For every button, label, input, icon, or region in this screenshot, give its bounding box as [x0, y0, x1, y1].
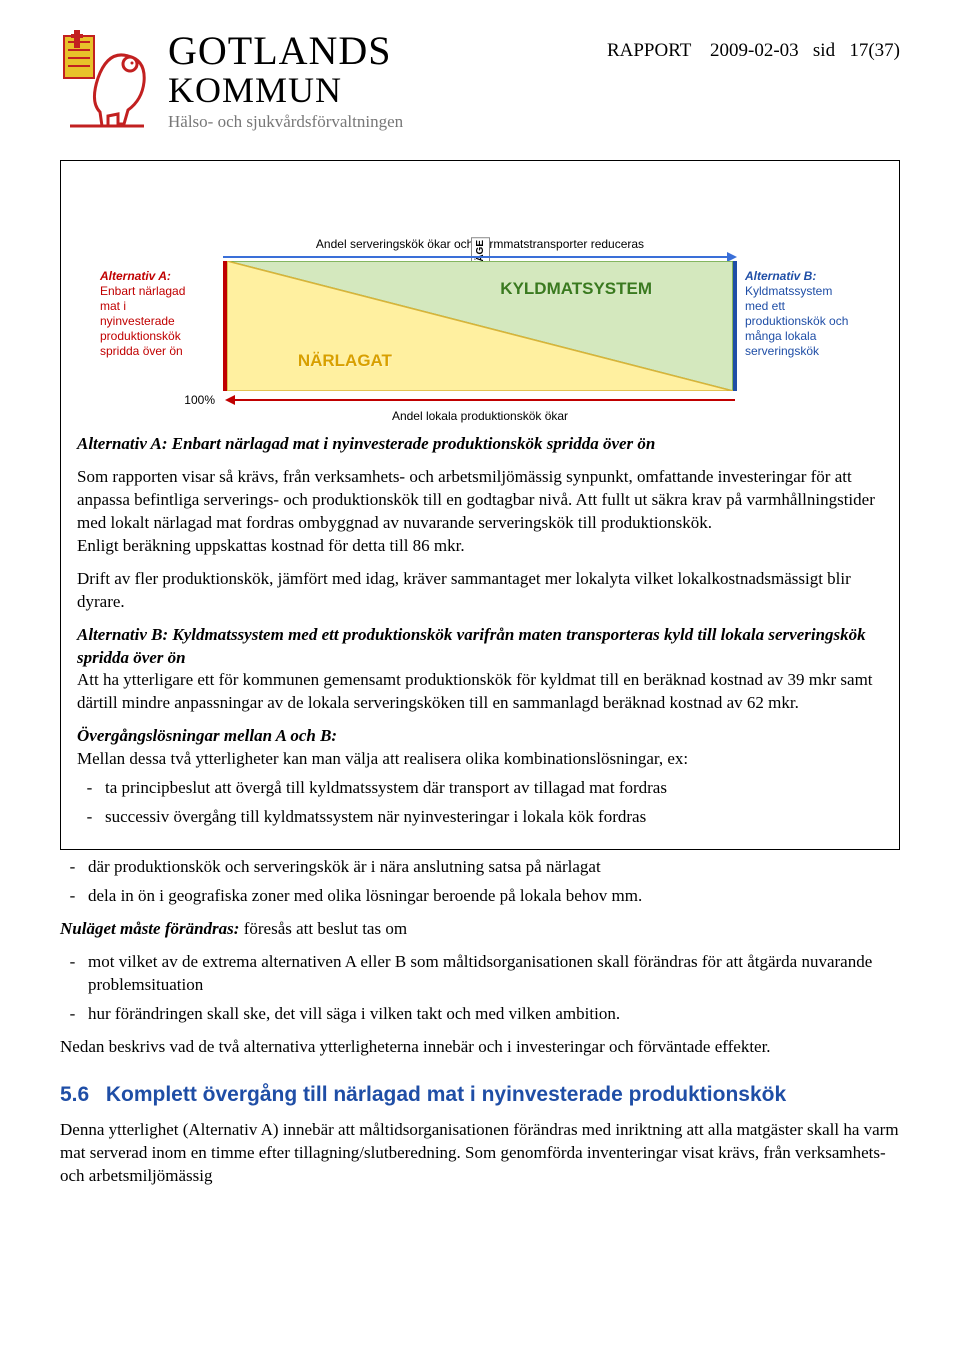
label-narlagat: NÄRLAGAT [298, 351, 392, 371]
paragraph: Enligt beräkning uppskattas kostnad för … [77, 536, 465, 555]
bullet-list: ta principbeslut att övergå till kyldmat… [77, 777, 883, 829]
paragraph: Drift av fler produktionskök, jämfört me… [77, 568, 883, 614]
paragraph: föresås att beslut tas om [239, 919, 407, 938]
pct-100: 100% [100, 393, 215, 407]
section-number: 5.6 [60, 1081, 100, 1109]
paragraph: Att ha ytterligare ett för kommunen geme… [77, 670, 873, 712]
triangle-chart: KYLDMATSYSTEM NÄRLAGAT [223, 261, 737, 391]
paragraph: Som rapporten visar så krävs, från verks… [77, 467, 875, 532]
body-outside: där produktionskök och serveringskök är … [60, 856, 900, 1188]
diagram-below: 100% [100, 393, 860, 407]
list-item: där produktionskök och serveringskök är … [88, 856, 900, 879]
paragraph: Mellan dessa två ytterligheter kan man v… [77, 749, 688, 768]
department-label: Hälso- och sjukvårdsförvaltningen [168, 112, 589, 132]
caption-bottom: Andel lokala produktionskök ökar [215, 409, 745, 423]
alt-a-label: Alternativ A: Enbart närlagad mat i nyin… [100, 269, 215, 359]
section-heading: 5.6 Komplett övergång till närlagad mat … [60, 1081, 900, 1109]
list-item: dela in ön i geografiska zoner med olika… [88, 885, 900, 908]
document-meta: RAPPORT 2009-02-03 sid 17(37) [607, 40, 900, 62]
label-kyldmat: KYLDMATSYSTEM [500, 279, 652, 299]
transition-heading: Övergångslösningar mellan A och B: [77, 726, 337, 745]
header: GOTLANDS KOMMUN Hälso- och sjukvårdsförv… [60, 30, 900, 132]
list-item: ta principbeslut att övergå till kyldmat… [105, 777, 883, 800]
nulage-heading: Nuläget måste förändras: [60, 919, 239, 938]
framed-section: NULÄGE Alternativ A: Enbart närlagad mat… [60, 160, 900, 850]
alt-b-label: Alternativ B: Kyldmatssystem med ett pro… [745, 269, 860, 359]
logo [60, 30, 150, 130]
diagram: NULÄGE Alternativ A: Enbart närlagad mat… [100, 237, 860, 423]
bullet-list: där produktionskök och serveringskök är … [60, 856, 900, 908]
list-item: hur förändringen skall ske, det vill säg… [88, 1003, 900, 1026]
page: GOTLANDS KOMMUN Hälso- och sjukvårdsförv… [0, 0, 960, 1238]
list-item: mot vilket av de extrema alternativen A … [88, 951, 900, 997]
title-block: GOTLANDS KOMMUN Hälso- och sjukvårdsförv… [168, 30, 589, 132]
paragraph: Denna ytterlighet (Alternativ A) innebär… [60, 1119, 900, 1188]
blue-right-arrow-icon [223, 255, 737, 259]
org-title-line2: KOMMUN [168, 72, 589, 108]
list-item: successiv övergång till kyldmatssystem n… [105, 806, 883, 829]
red-left-arrow-icon [225, 395, 735, 405]
paragraph: Nedan beskrivs vad de två alternativa yt… [60, 1036, 900, 1059]
alt-b-heading: Alternativ B: Kyldmatssystem med ett pro… [77, 625, 866, 667]
bullet-list: mot vilket av de extrema alternativen A … [60, 951, 900, 1026]
alt-a-heading: Alternativ A: Enbart närlagad mat i nyin… [77, 434, 655, 453]
diagram-center: Andel serveringskök ökar och varmmatstra… [223, 237, 737, 391]
body-framed: Alternativ A: Enbart närlagad mat i nyin… [77, 433, 883, 829]
org-title-line1: GOTLANDS [168, 30, 589, 72]
section-title: Komplett övergång till närlagad mat i ny… [106, 1083, 786, 1106]
